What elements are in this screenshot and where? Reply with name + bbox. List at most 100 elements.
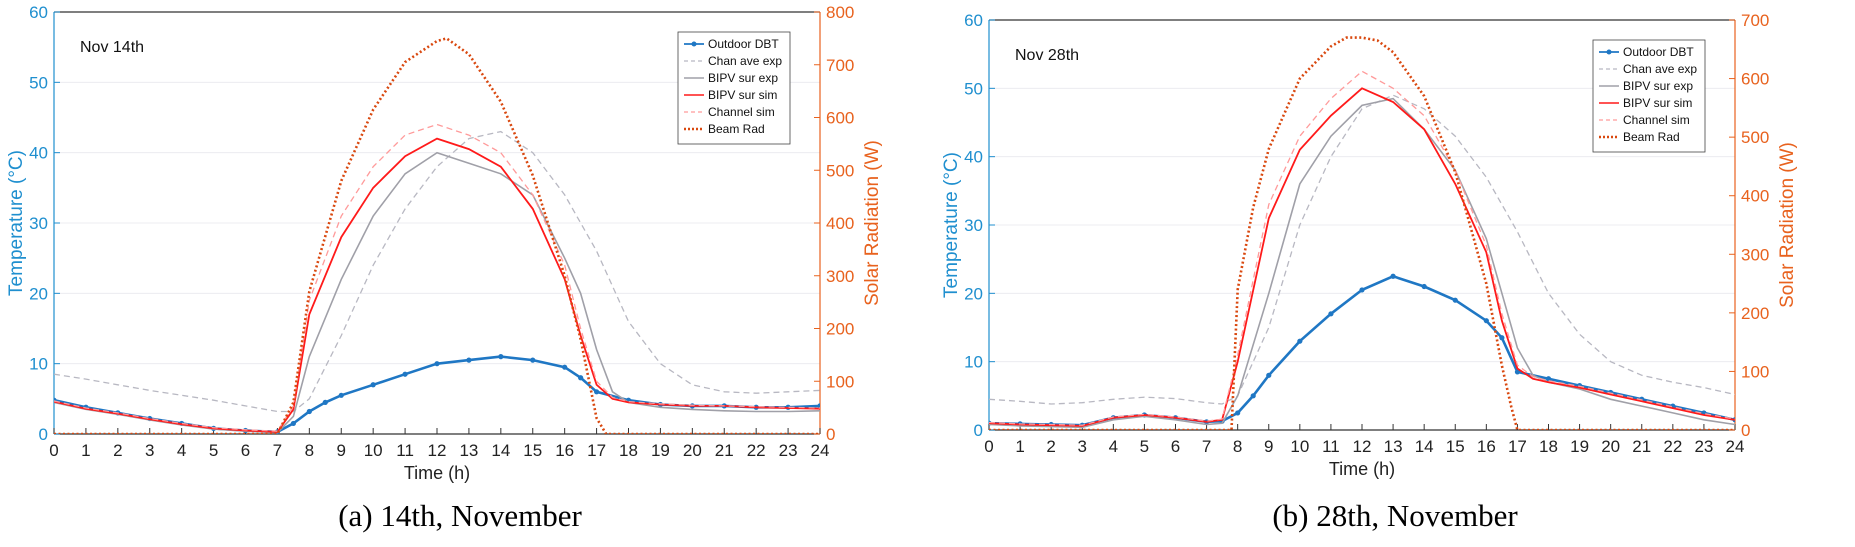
x-tick-label: 1 (81, 441, 90, 460)
right-tick-label: 200 (1741, 304, 1769, 323)
left-tick-label: 40 (964, 148, 983, 167)
x-tick-label: 10 (364, 441, 383, 460)
series-line-channel-sim (989, 70, 1735, 426)
x-tick-label: 22 (747, 441, 766, 460)
x-tick-label: 9 (1264, 437, 1273, 456)
series-point-outdoor-dbt (1483, 318, 1489, 324)
x-tick-label: 3 (1078, 437, 1087, 456)
x-tick-label: 15 (523, 441, 542, 460)
right-axis-label: Solar Radiation (W) (1777, 142, 1798, 308)
x-tick-label: 23 (1694, 437, 1713, 456)
x-tick-label: 5 (209, 441, 218, 460)
series-line-outdoor-dbt (989, 274, 1735, 427)
series-point-outdoor-dbt (562, 364, 568, 370)
plot-area (54, 36, 820, 434)
x-tick-label: 3 (145, 441, 154, 460)
series-line-channel-sim (54, 123, 820, 432)
x-tick-label: 19 (651, 441, 670, 460)
x-tick-label: 19 (1570, 437, 1589, 456)
series-point-outdoor-dbt (530, 357, 536, 363)
x-tick-label: 18 (619, 441, 638, 460)
x-axis-label: Time (h) (1329, 459, 1395, 479)
series-line-beam-rad (989, 36, 1735, 430)
series-point-outdoor-dbt (338, 392, 344, 398)
series-line-bipv-sur-exp (54, 151, 820, 434)
x-tick-label: 9 (337, 441, 346, 460)
x-tick-label: 16 (1477, 437, 1496, 456)
left-tick-label: 20 (29, 284, 48, 303)
series-point-outdoor-dbt (1297, 338, 1303, 344)
x-tick-label: 20 (683, 441, 702, 460)
right-tick-label: 200 (826, 320, 854, 339)
x-tick-label: 14 (491, 441, 510, 460)
x-tick-label: 4 (177, 441, 186, 460)
right-tick-label: 500 (1741, 128, 1769, 147)
series-point-outdoor-dbt (290, 420, 296, 427)
x-tick-label: 21 (715, 441, 734, 460)
x-tick-label: 5 (1140, 437, 1149, 456)
right-tick-label: 0 (1741, 421, 1750, 440)
legend-marker (691, 41, 697, 47)
series-line-bipv-sur-exp (989, 97, 1735, 429)
series-point-outdoor-dbt (578, 375, 584, 381)
series-point-outdoor-dbt (498, 354, 504, 360)
left-tick-label: 20 (964, 284, 983, 303)
x-tick-label: 18 (1539, 437, 1558, 456)
legend-box (1592, 39, 1706, 153)
chart-panel-nov-14: 0 1 2 3 4 5 6 7 8 9 10 11 12 13 14 15 16 17 18 19 20 21 22 23 24… (0, 0, 920, 547)
right-tick-label: 300 (826, 267, 854, 286)
series-point-outdoor-dbt (1359, 287, 1365, 293)
legend-entry: Channel sim (1623, 113, 1690, 127)
series-point-outdoor-dbt (402, 371, 408, 377)
right-tick-label: 600 (826, 109, 854, 128)
series-point-outdoor-dbt (817, 403, 820, 409)
legend-entry: Beam Rad (1623, 130, 1680, 144)
left-tick-label: 0 (974, 421, 983, 440)
chart-svg-nov-28: 0 1 2 3 4 5 6 7 8 9 10 11 12 13 14 15 16 17 18 19 20 21 22 23 24… (941, 11, 1798, 479)
x-tick-label: 7 (273, 441, 282, 460)
left-tick-label: 50 (964, 79, 983, 98)
x-tick-label: 14 (1415, 437, 1434, 456)
series-point-outdoor-dbt (434, 361, 440, 367)
series-point-outdoor-dbt (1328, 311, 1334, 317)
series-point-outdoor-dbt (466, 357, 472, 363)
left-tick-label: 30 (29, 214, 48, 233)
x-tick-label: 16 (555, 441, 574, 460)
series-line-beam-rad (54, 36, 820, 434)
x-tick-label: 4 (1109, 437, 1118, 456)
right-tick-label: 0 (826, 425, 835, 444)
legend-entry: BIPV sur sim (708, 88, 777, 102)
caption-nov-14: (a) 14th, November (338, 498, 582, 533)
left-tick-label: 30 (964, 216, 983, 235)
series-point-outdoor-dbt (1421, 283, 1427, 290)
right-tick-label: 100 (1741, 362, 1769, 381)
right-tick-label: 800 (826, 3, 854, 22)
series-line-chan-ave-exp (54, 130, 820, 413)
x-tick-label: 12 (1353, 437, 1372, 456)
series-point-outdoor-dbt (1390, 273, 1396, 279)
series-point-outdoor-dbt (306, 408, 312, 415)
series-line-bipv-sur-sim (989, 87, 1735, 427)
legend-entry: BIPV sur sim (1623, 96, 1692, 110)
x-tick-label: 11 (396, 441, 414, 460)
x-tick-label: 21 (1632, 437, 1651, 456)
x-tick-label: 10 (1290, 437, 1309, 456)
right-tick-label: 100 (826, 372, 854, 391)
left-axis-label: Temperature (°C) (941, 152, 962, 298)
chart-panel-nov-28: 0 1 2 3 4 5 6 7 8 9 10 11 12 13 14 15 16 17 18 19 20 21 22 23 24… (935, 0, 1855, 547)
series-point-outdoor-dbt (1235, 410, 1241, 416)
right-tick-label: 400 (826, 214, 854, 233)
series-point-outdoor-dbt (1250, 393, 1256, 399)
legend-entry: Outdoor DBT (708, 37, 779, 51)
series-point-outdoor-dbt (593, 389, 600, 395)
x-tick-label: 6 (1171, 437, 1180, 456)
x-tick-label: 0 (49, 441, 58, 460)
x-tick-label: 8 (1233, 437, 1242, 456)
left-tick-label: 60 (29, 3, 48, 22)
x-tick-label: 24 (1726, 437, 1745, 456)
series-point-outdoor-dbt (1545, 376, 1552, 382)
series-line-chan-ave-exp (989, 94, 1735, 405)
x-tick-label: 20 (1601, 437, 1620, 456)
x-tick-label: 6 (241, 441, 250, 460)
x-tick-label: 23 (779, 441, 798, 460)
